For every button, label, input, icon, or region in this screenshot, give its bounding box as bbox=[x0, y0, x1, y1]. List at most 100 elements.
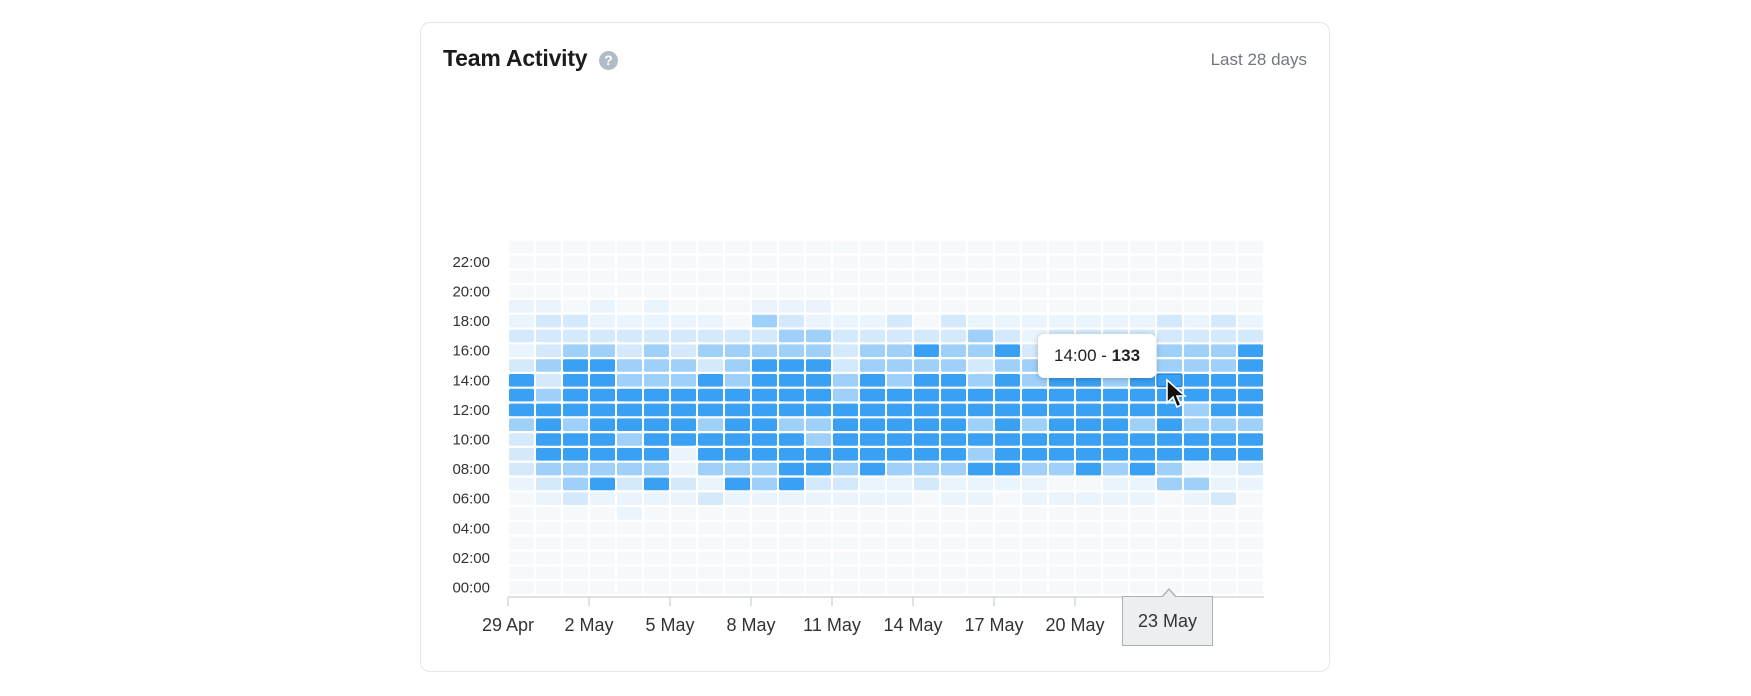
heatmap-cell[interactable] bbox=[1022, 270, 1047, 283]
heatmap-cell[interactable] bbox=[563, 536, 588, 550]
heatmap-cell[interactable] bbox=[887, 329, 912, 343]
heatmap-cell[interactable] bbox=[941, 255, 966, 269]
heatmap-cell[interactable] bbox=[617, 359, 642, 372]
heatmap-cell[interactable] bbox=[563, 344, 588, 357]
heatmap-cell[interactable] bbox=[698, 300, 723, 313]
heatmap-cell[interactable] bbox=[995, 418, 1020, 431]
heatmap-cell[interactable] bbox=[995, 344, 1020, 357]
heatmap-cell[interactable] bbox=[860, 374, 885, 387]
heatmap-cell[interactable] bbox=[671, 536, 696, 550]
heatmap-cell[interactable] bbox=[644, 270, 669, 283]
heatmap-cell[interactable] bbox=[1049, 433, 1074, 446]
heatmap-cell[interactable] bbox=[617, 240, 642, 254]
heatmap-cell[interactable] bbox=[779, 566, 804, 579]
heatmap-cell[interactable] bbox=[968, 566, 993, 579]
heatmap-cell[interactable] bbox=[1130, 418, 1155, 431]
heatmap-cell[interactable] bbox=[806, 536, 831, 550]
heatmap-cell[interactable] bbox=[914, 492, 939, 505]
heatmap-cell[interactable] bbox=[590, 492, 615, 505]
heatmap-cell[interactable] bbox=[563, 462, 588, 476]
heatmap-cell[interactable] bbox=[833, 433, 858, 446]
heatmap-cell[interactable] bbox=[644, 418, 669, 431]
heatmap-cell[interactable] bbox=[1184, 536, 1209, 550]
heatmap-cell[interactable] bbox=[590, 462, 615, 476]
heatmap-cell[interactable] bbox=[995, 359, 1020, 372]
heatmap-cell[interactable] bbox=[563, 566, 588, 579]
heatmap-cell[interactable] bbox=[644, 374, 669, 387]
heatmap-cell[interactable] bbox=[1130, 403, 1155, 417]
heatmap-cell[interactable] bbox=[1211, 240, 1236, 254]
heatmap-cell[interactable] bbox=[671, 403, 696, 417]
heatmap-cell[interactable] bbox=[1103, 477, 1128, 491]
heatmap-cell[interactable] bbox=[941, 536, 966, 550]
heatmap-cell[interactable] bbox=[779, 492, 804, 505]
heatmap-cell[interactable] bbox=[1103, 285, 1128, 298]
heatmap-cell[interactable] bbox=[968, 462, 993, 476]
heatmap-cell[interactable] bbox=[1238, 329, 1263, 343]
heatmap-cell[interactable] bbox=[1157, 551, 1182, 565]
heatmap-cell[interactable] bbox=[1076, 462, 1101, 476]
heatmap-cell[interactable] bbox=[752, 551, 777, 565]
heatmap-cell[interactable] bbox=[509, 403, 534, 417]
heatmap-cell[interactable] bbox=[644, 566, 669, 579]
heatmap-cell[interactable] bbox=[779, 551, 804, 565]
heatmap-cell[interactable] bbox=[968, 388, 993, 402]
heatmap-cell[interactable] bbox=[968, 448, 993, 461]
heatmap-cell[interactable] bbox=[779, 314, 804, 328]
heatmap-cell[interactable] bbox=[536, 270, 561, 283]
heatmap-cell[interactable] bbox=[779, 448, 804, 461]
heatmap-cell[interactable] bbox=[617, 566, 642, 579]
heatmap-cell[interactable] bbox=[752, 300, 777, 313]
heatmap-cell[interactable] bbox=[536, 507, 561, 520]
heatmap-cell[interactable] bbox=[1130, 285, 1155, 298]
heatmap-cell[interactable] bbox=[509, 285, 534, 298]
heatmap-cell[interactable] bbox=[644, 462, 669, 476]
heatmap-cell[interactable] bbox=[1049, 462, 1074, 476]
heatmap-cell[interactable] bbox=[1130, 477, 1155, 491]
heatmap-cell[interactable] bbox=[563, 492, 588, 505]
heatmap-cell[interactable] bbox=[1157, 374, 1182, 387]
heatmap-cell[interactable] bbox=[806, 270, 831, 283]
heatmap-cell[interactable] bbox=[941, 285, 966, 298]
heatmap-cell[interactable] bbox=[698, 374, 723, 387]
heatmap-cell[interactable] bbox=[833, 388, 858, 402]
heatmap-cell[interactable] bbox=[1022, 433, 1047, 446]
heatmap-cell[interactable] bbox=[617, 492, 642, 505]
question-icon[interactable]: ? bbox=[599, 51, 618, 70]
heatmap-cell[interactable] bbox=[887, 462, 912, 476]
heatmap-cell[interactable] bbox=[1103, 403, 1128, 417]
heatmap-cell[interactable] bbox=[1022, 566, 1047, 579]
heatmap-cell[interactable] bbox=[806, 314, 831, 328]
heatmap-cell[interactable] bbox=[563, 359, 588, 372]
heatmap-cell[interactable] bbox=[968, 270, 993, 283]
heatmap-cell[interactable] bbox=[887, 551, 912, 565]
heatmap-cell[interactable] bbox=[995, 374, 1020, 387]
heatmap-cell[interactable] bbox=[941, 433, 966, 446]
heatmap-cell[interactable] bbox=[1184, 507, 1209, 520]
heatmap-cell[interactable] bbox=[563, 329, 588, 343]
heatmap-cell[interactable] bbox=[887, 522, 912, 535]
heatmap-cell[interactable] bbox=[1184, 300, 1209, 313]
heatmap-cell[interactable] bbox=[1157, 344, 1182, 357]
heatmap-cell[interactable] bbox=[1184, 359, 1209, 372]
heatmap-cell[interactable] bbox=[860, 551, 885, 565]
heatmap-cell[interactable] bbox=[1157, 300, 1182, 313]
heatmap-cell[interactable] bbox=[752, 329, 777, 343]
heatmap-cell[interactable] bbox=[995, 522, 1020, 535]
heatmap-cell[interactable] bbox=[833, 329, 858, 343]
heatmap-cell[interactable] bbox=[1022, 551, 1047, 565]
heatmap-cell[interactable] bbox=[1238, 433, 1263, 446]
heatmap-cell[interactable] bbox=[671, 581, 696, 594]
heatmap-cell[interactable] bbox=[1238, 300, 1263, 313]
heatmap-cell[interactable] bbox=[995, 507, 1020, 520]
heatmap-cell[interactable] bbox=[617, 418, 642, 431]
heatmap-cell[interactable] bbox=[563, 551, 588, 565]
heatmap-cell[interactable] bbox=[1022, 477, 1047, 491]
heatmap-cell[interactable] bbox=[1184, 581, 1209, 594]
heatmap-cell[interactable] bbox=[509, 255, 534, 269]
heatmap-cell[interactable] bbox=[563, 285, 588, 298]
heatmap-cell[interactable] bbox=[1022, 418, 1047, 431]
heatmap-cell[interactable] bbox=[509, 270, 534, 283]
heatmap-cell[interactable] bbox=[941, 522, 966, 535]
heatmap-cell[interactable] bbox=[914, 522, 939, 535]
